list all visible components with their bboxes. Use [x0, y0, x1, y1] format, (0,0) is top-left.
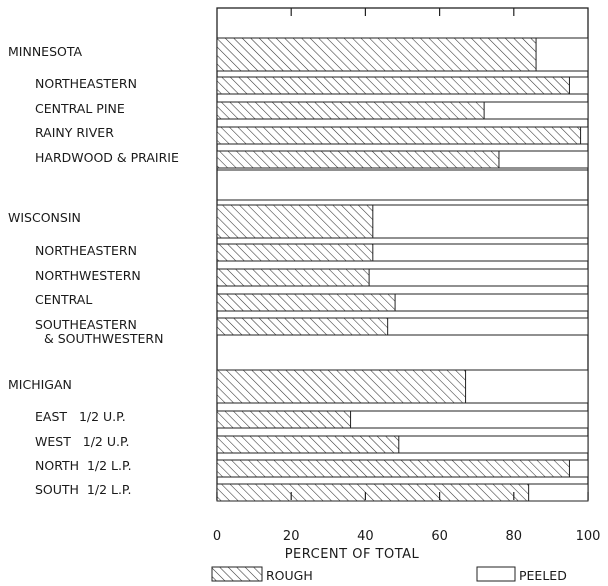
item-label: SOUTH 1/2 L.P.	[35, 482, 132, 497]
group-bar-rough	[216, 369, 467, 404]
x-tick-label: 20	[283, 529, 300, 544]
item-bar-rough	[216, 410, 352, 429]
legend-swatch-peeled	[476, 566, 516, 582]
x-tick-label: 0	[213, 529, 221, 544]
group-label: MINNESOTA	[8, 44, 83, 59]
x-axis-title: PERCENT OF TOTAL	[285, 547, 420, 562]
item-bar-rough	[216, 126, 582, 145]
x-tick-label: 40	[357, 529, 374, 544]
item-label: NORTHEASTERN	[35, 243, 137, 258]
item-label: EAST 1/2 U.P.	[35, 409, 126, 424]
legend-swatch-rough	[211, 566, 263, 582]
item-label: RAINY RIVER	[35, 125, 114, 140]
item-bar-rough	[216, 317, 389, 336]
group-bar-rough	[216, 37, 537, 72]
item-label: SOUTHEASTERN	[35, 317, 137, 332]
legend-label-peeled: PEELED	[519, 568, 567, 583]
legend: ROUGH PEELED	[211, 566, 567, 583]
item-bar-rough	[216, 268, 370, 287]
item-label-line2: & SOUTHWESTERN	[44, 331, 163, 346]
item-bar-rough	[216, 459, 570, 478]
item-label: CENTRAL PINE	[35, 101, 125, 116]
item-bar-rough	[216, 293, 396, 312]
item-label: CENTRAL	[35, 292, 92, 307]
item-label: HARDWOOD & PRAIRIE	[35, 150, 179, 165]
item-bar-rough	[216, 101, 485, 120]
item-bar-rough	[216, 435, 400, 454]
group-label: WISCONSIN	[8, 210, 81, 225]
x-axis: 0 20 40 60 80 100 PERCENT OF TOTAL	[213, 492, 601, 562]
group-label: MICHIGAN	[8, 377, 72, 392]
separator-band	[216, 169, 589, 201]
item-label: WEST 1/2 U.P.	[35, 434, 130, 449]
x-tick-label: 100	[576, 529, 601, 544]
item-bar-rough	[216, 243, 374, 262]
item-bar-rough	[216, 483, 530, 502]
group-bar-rough	[216, 204, 374, 239]
x-tick-label: 60	[431, 529, 448, 544]
item-bar-rough	[216, 76, 570, 95]
item-label: NORTHWESTERN	[35, 268, 141, 283]
category-labels-layer: MINNESOTA NORTHEASTERN CENTRAL PINE RAINY R…	[8, 44, 179, 497]
bars-layer	[216, 37, 589, 502]
legend-label-rough: ROUGH	[266, 568, 313, 583]
x-tick-label: 80	[506, 529, 523, 544]
item-label: NORTHEASTERN	[35, 76, 137, 91]
item-label: NORTH 1/2 L.P.	[35, 458, 132, 473]
item-bar-rough	[216, 150, 500, 169]
